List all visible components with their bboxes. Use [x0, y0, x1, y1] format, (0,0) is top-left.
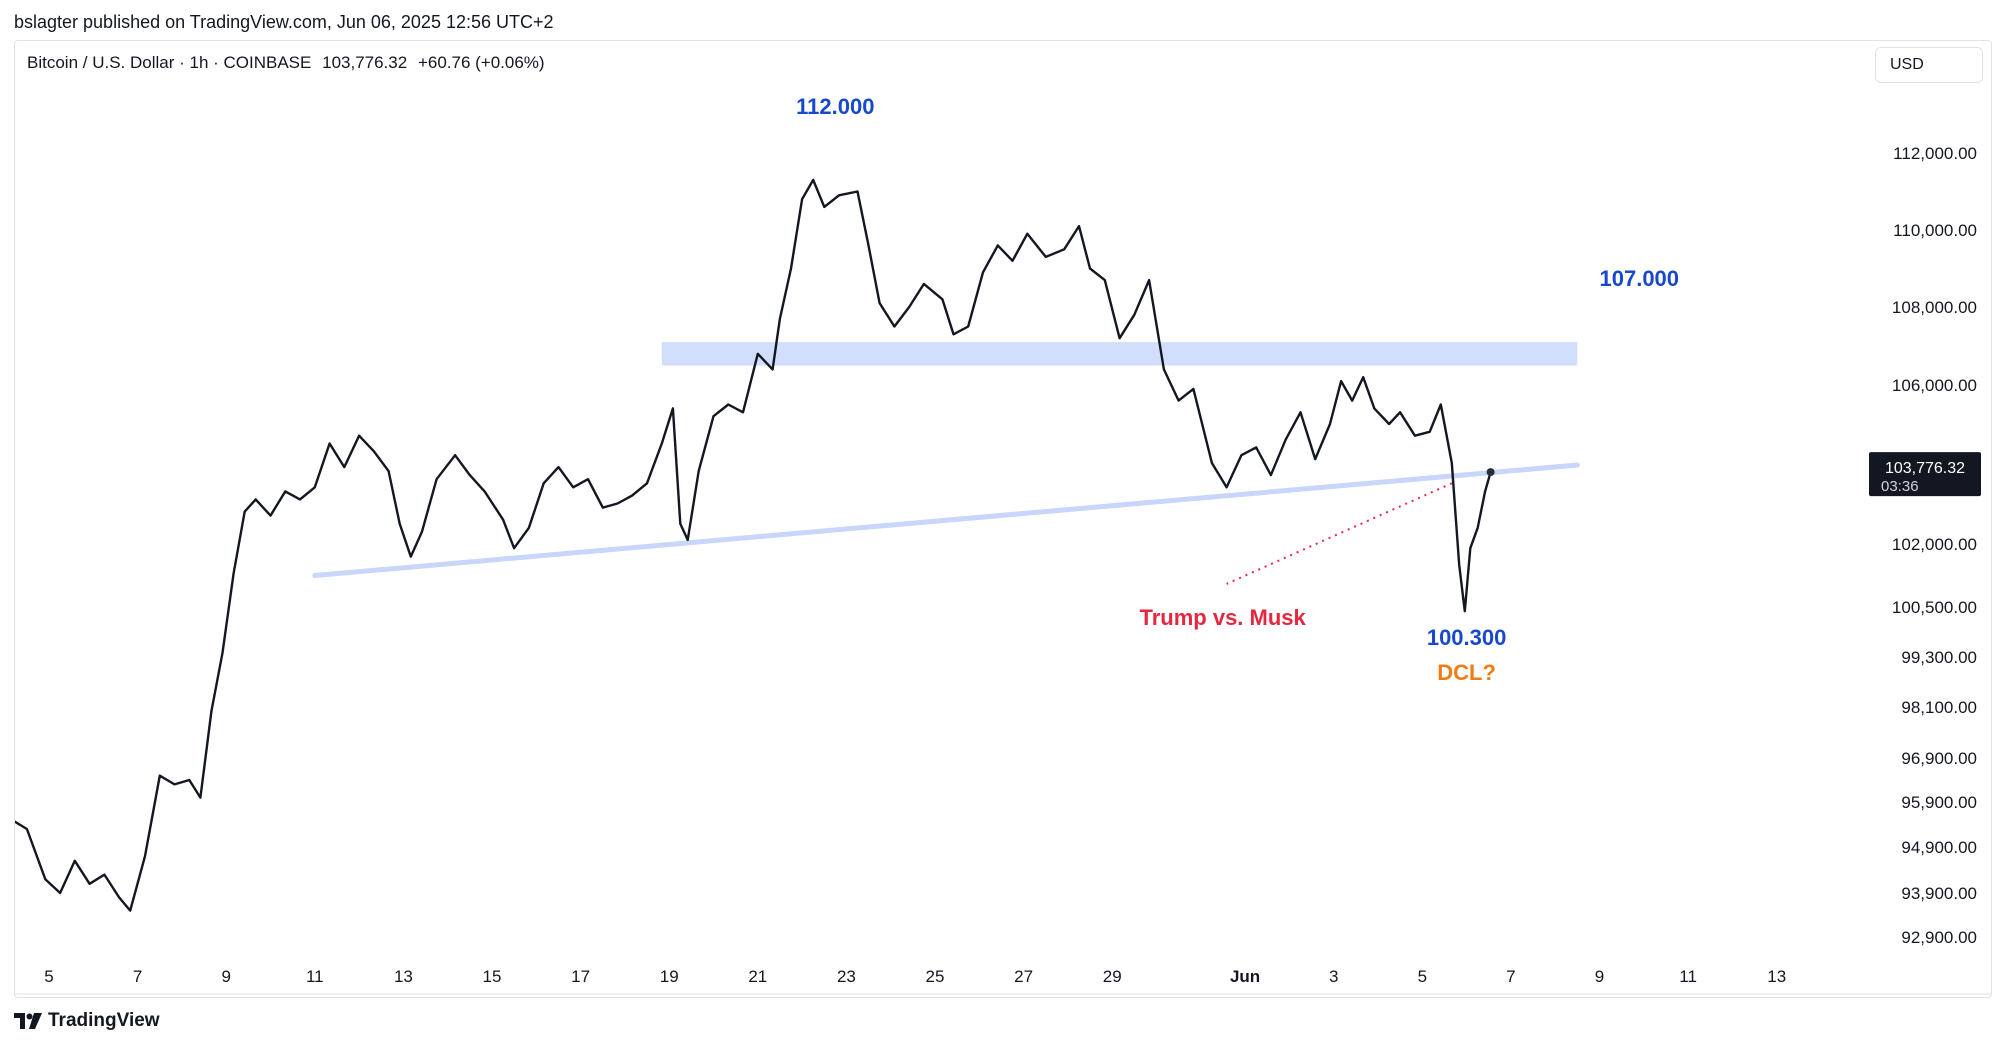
tradingview-logo[interactable]: TradingView: [14, 1010, 160, 1032]
x-tick-label: 13: [1767, 967, 1786, 986]
x-tick-label: 23: [837, 967, 856, 986]
x-tick-label: 19: [660, 967, 679, 986]
annotation-high: 112.000: [796, 94, 874, 119]
support-trendline: [312, 462, 1580, 578]
y-tick-label: 108,000.00: [1892, 298, 1977, 317]
current-price-box: [1869, 452, 1981, 497]
y-tick-label: 96,900.00: [1901, 749, 1977, 768]
x-tick-label: 15: [483, 967, 502, 986]
y-tick-label: 112,000.00: [1893, 144, 1977, 163]
y-tick-label: 100,500.00: [1892, 598, 1977, 617]
y-tick-label: 94,900.00: [1901, 838, 1977, 857]
price-change: +60.76 (+0.06%): [417, 53, 545, 72]
x-tick-label: 7: [1506, 967, 1515, 986]
chart-legend: Bitcoin / U.S. Dollar · 1h · COINBASE 10…: [27, 53, 551, 73]
x-tick-label: 13: [394, 967, 413, 986]
x-tick-label: 21: [748, 967, 767, 986]
x-tick-label: 27: [1014, 967, 1033, 986]
x-tick-label: 5: [44, 967, 53, 986]
x-tick-label: 29: [1103, 967, 1122, 986]
annotation-news: Trump vs. Musk: [1140, 605, 1307, 630]
x-tick-label: 25: [926, 967, 945, 986]
x-tick-label: 5: [1418, 967, 1427, 986]
annotation-dcl: DCL?: [1437, 660, 1496, 685]
y-tick-label: 106,000.00: [1892, 376, 1977, 395]
annotation-connector: [1226, 482, 1453, 585]
y-tick-label: 98,100.00: [1901, 698, 1977, 717]
x-tick-label: 3: [1329, 967, 1338, 986]
y-tick-label: 93,900.00: [1901, 884, 1977, 903]
y-tick-label: 110,000.00: [1893, 221, 1977, 240]
x-tick-label: Jun: [1230, 967, 1260, 986]
price-line: [15, 178, 1492, 912]
x-tick-label: 11: [1679, 967, 1697, 986]
last-price-dot: [1486, 468, 1495, 477]
chart-frame: 112.000 107.000 100.300 Trump vs. Musk DCL? 1…: [14, 40, 1992, 998]
countdown-label: 03:36: [1881, 478, 1919, 495]
annotation-low: 100.300: [1427, 625, 1507, 650]
price-value: 103,776.32: [322, 53, 408, 72]
price-chart[interactable]: 112.000 107.000 100.300 Trump vs. Musk DCL? 1…: [15, 41, 1992, 998]
current-price-label: 103,776.32: [1885, 460, 1965, 477]
x-tick-label: 17: [571, 967, 590, 986]
brand-name: TradingView: [48, 1010, 160, 1031]
y-tick-label: 95,900.00: [1901, 793, 1977, 812]
tradingview-logo-icon: [14, 1013, 42, 1029]
currency-button[interactable]: USD: [1875, 47, 1983, 83]
y-tick-label: 92,900.00: [1901, 928, 1977, 947]
resistance-zone: [661, 342, 1578, 366]
y-tick-label: 99,300.00: [1901, 648, 1977, 667]
y-tick-label: 102,000.00: [1892, 535, 1977, 554]
x-tick-label: 9: [221, 967, 230, 986]
published-caption: bslagter published on TradingView.com, J…: [14, 12, 554, 32]
annotation-zone-level: 107.000: [1600, 266, 1680, 291]
x-tick-label: 9: [1595, 967, 1604, 986]
x-tick-label: 11: [306, 967, 324, 986]
x-tick-label: 7: [133, 967, 142, 986]
symbol-label[interactable]: Bitcoin / U.S. Dollar · 1h · COINBASE: [27, 53, 312, 72]
